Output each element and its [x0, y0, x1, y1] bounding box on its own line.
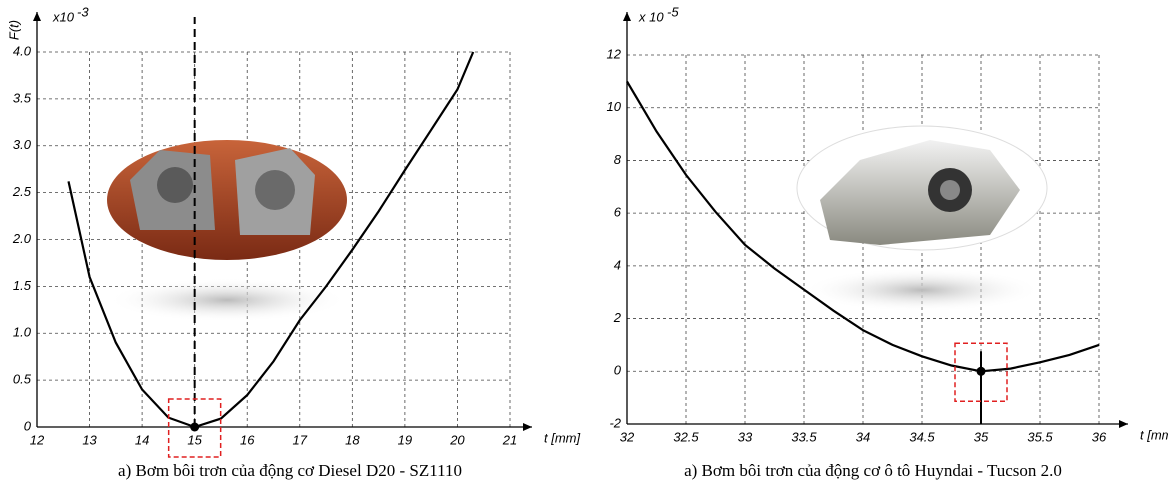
- y-exponent: -3: [77, 4, 89, 19]
- highlight-box: [954, 342, 1008, 403]
- y-multiplier: x10: [52, 9, 75, 24]
- y-tick-label: 4: [614, 257, 621, 272]
- curve: [67, 51, 475, 429]
- highlight-point: [976, 366, 986, 376]
- x-tick-label: 34.5: [909, 429, 935, 444]
- y-tick-label: 0.5: [13, 372, 32, 387]
- y-arrow: [33, 12, 41, 21]
- y-tick-label: 2: [613, 310, 622, 325]
- x-tick-label: 34: [856, 429, 870, 444]
- y-tick-label: 2.5: [12, 184, 32, 199]
- y-multiplier: x 10: [638, 9, 664, 24]
- y-tick-label: 1.5: [13, 278, 32, 293]
- curve: [626, 80, 1100, 373]
- y-tick-label: 6: [614, 205, 622, 220]
- y-tick-label: 2.0: [12, 231, 32, 246]
- y-tick-label: -2: [609, 415, 621, 430]
- x-tick-label: 15: [187, 432, 202, 447]
- x-tick-label: 17: [293, 432, 308, 447]
- x-tick-label: 19: [398, 432, 412, 447]
- highlight-box: [167, 398, 222, 458]
- x-tick-label: 36: [1092, 429, 1107, 444]
- x-tick-label: 18: [345, 432, 360, 447]
- y-tick-label: 1.0: [13, 325, 32, 340]
- x-tick-label: 14: [135, 432, 149, 447]
- y-tick-label: 8: [614, 152, 622, 167]
- x-tick-label: 20: [449, 432, 465, 447]
- highlight-point: [190, 422, 200, 432]
- x-tick-label: 12: [30, 432, 45, 447]
- x-tick-label: 33.5: [791, 429, 817, 444]
- x-axis-label: t [mm]: [544, 430, 580, 445]
- x-tick-label: 32: [620, 429, 635, 444]
- y-tick-label: 4.0: [13, 43, 32, 58]
- y-tick-label: 10: [607, 99, 622, 114]
- caption: a) Bơm bôi trơn của động cơ ô tô Huyndai…: [684, 461, 1062, 480]
- caption: a) Bơm bôi trơn của động cơ Diesel D20 -…: [118, 461, 462, 480]
- x-tick-label: 21: [502, 432, 517, 447]
- x-tick-label: 35: [974, 429, 989, 444]
- photo-right: [796, 125, 1048, 312]
- y-tick-label: 0: [614, 363, 622, 378]
- y-tick-label: 0: [24, 418, 32, 433]
- x-tick-label: 35.5: [1027, 429, 1053, 444]
- x-tick-label: 13: [82, 432, 97, 447]
- x-arrow: [523, 423, 532, 431]
- x-axis-label: t [mm]: [1140, 427, 1168, 442]
- y-tick-label: 12: [607, 46, 622, 61]
- photo-left: [107, 140, 347, 322]
- y-arrow: [623, 12, 631, 21]
- x-tick-label: 16: [240, 432, 255, 447]
- x-arrow: [1119, 420, 1128, 428]
- x-tick-label: 33: [738, 429, 753, 444]
- y-exponent: -5: [667, 4, 679, 19]
- x-tick-label: 32.5: [673, 429, 699, 444]
- y-tick-label: 3.5: [13, 90, 32, 105]
- y-tick-label: 3.0: [13, 137, 32, 152]
- y-axis-label: F(t): [6, 20, 21, 40]
